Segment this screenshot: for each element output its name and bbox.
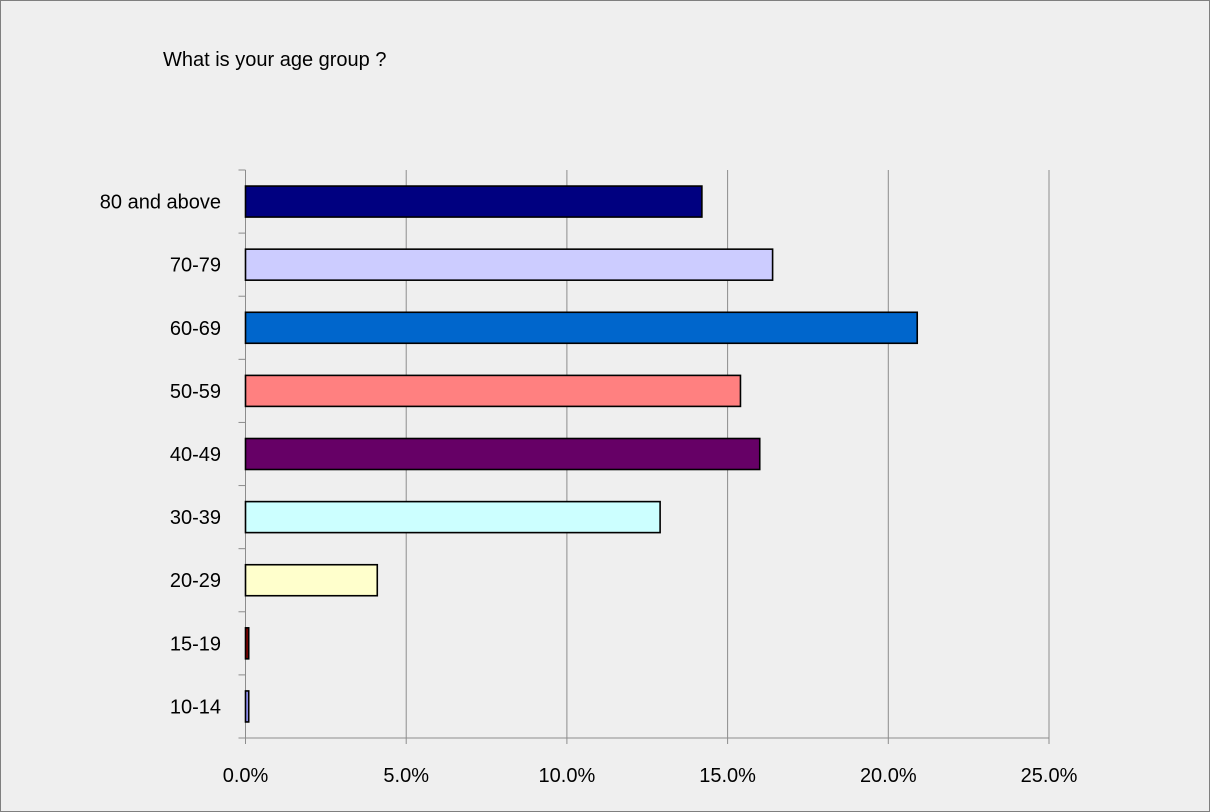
bar [244, 563, 379, 597]
category-label: 40-49 [170, 444, 221, 466]
x-tick-label: 25.0% [1021, 765, 1078, 787]
category-label: 80 and above [100, 192, 221, 214]
bar [244, 185, 703, 218]
bar [244, 437, 761, 471]
x-tick-label: 5.0% [383, 765, 429, 787]
bar [244, 627, 250, 660]
category-label: 20-29 [170, 570, 221, 592]
bar [244, 374, 742, 408]
bar [244, 690, 250, 723]
category-label: 70-79 [170, 255, 221, 277]
x-tick-label: 15.0% [699, 765, 756, 787]
chart-title: What is your age group ? [163, 49, 387, 71]
category-label: 30-39 [170, 507, 221, 529]
category-label: 10-14 [170, 696, 221, 718]
bar [244, 311, 919, 345]
category-label: 50-59 [170, 381, 221, 403]
bar [244, 248, 774, 281]
x-tick-label: 10.0% [539, 765, 596, 787]
category-label: 60-69 [170, 318, 221, 340]
bar [244, 500, 661, 534]
x-tick-label: 20.0% [860, 765, 917, 787]
category-label: 15-19 [170, 633, 221, 655]
x-tick-label: 0.0% [223, 765, 269, 787]
